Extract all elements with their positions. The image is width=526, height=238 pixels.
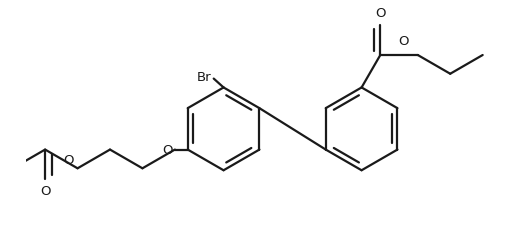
Text: O: O xyxy=(63,154,74,167)
Text: O: O xyxy=(399,35,409,48)
Text: Br: Br xyxy=(197,71,212,84)
Text: O: O xyxy=(163,144,173,157)
Text: O: O xyxy=(40,185,50,198)
Text: O: O xyxy=(375,6,386,20)
